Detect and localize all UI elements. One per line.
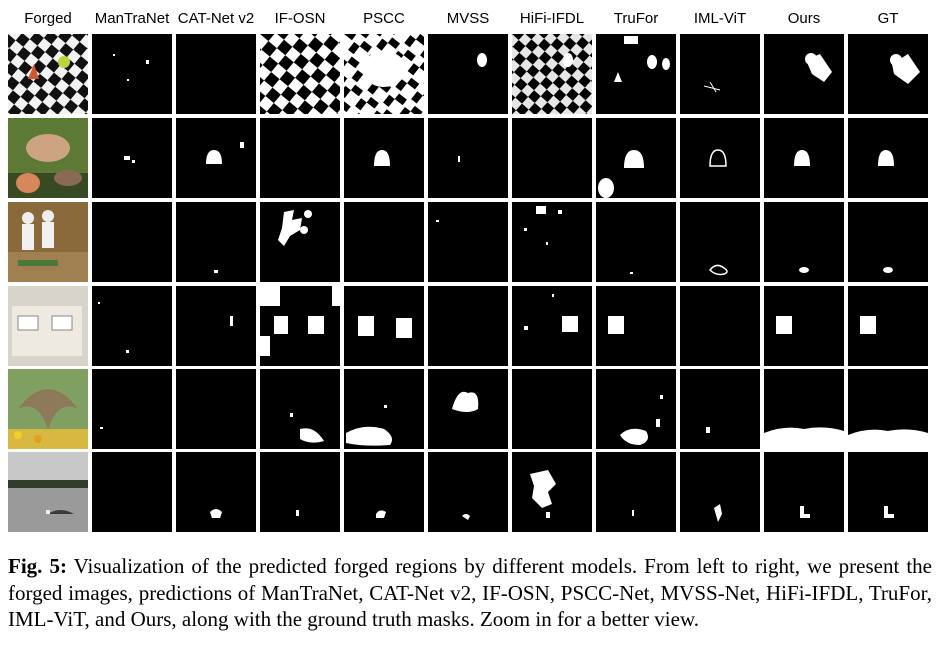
- mask-imlvit-1: [680, 34, 760, 114]
- mask-hifi-1: [512, 34, 592, 114]
- mask-mvss-5: [428, 369, 508, 449]
- col-header-pscc: PSCC: [363, 10, 405, 27]
- mask-trufor-4: [596, 286, 676, 366]
- mask-ifosn-1: [260, 34, 340, 114]
- mask-mvss-1: [428, 34, 508, 114]
- mask-catnet-6: [176, 452, 256, 532]
- forged-image-chefs: [8, 202, 88, 282]
- col-header-trufor: TruFor: [613, 10, 659, 27]
- mask-gt-3: [848, 202, 928, 282]
- mask-hifi-2: [512, 118, 592, 198]
- mask-imlvit-3: [680, 202, 760, 282]
- mask-mvss-4: [428, 286, 508, 366]
- mask-ours-1: [764, 34, 844, 114]
- mask-pscc-6: [344, 452, 424, 532]
- mask-mvss-6: [428, 452, 508, 532]
- mask-ours-5: [764, 369, 844, 449]
- col-header-mantranet: ManTraNet: [94, 10, 170, 27]
- mask-catnet-1: [176, 34, 256, 114]
- mask-pscc-1: [344, 34, 424, 114]
- mask-catnet-3: [176, 202, 256, 282]
- col-header-imlvit: IML-ViT: [693, 10, 747, 27]
- mask-pscc-4: [344, 286, 424, 366]
- mask-pscc-2: [344, 118, 424, 198]
- forged-image-photo-frame: [8, 286, 88, 366]
- mask-trufor-6: [596, 452, 676, 532]
- mask-imlvit-4: [680, 286, 760, 366]
- forged-image-lake: [8, 452, 88, 532]
- figure-caption-text: Visualization of the predicted forged re…: [8, 554, 933, 631]
- col-header-hifi: HiFi-IFDL: [519, 10, 585, 27]
- mask-catnet-2: [176, 118, 256, 198]
- mask-imlvit-2: [680, 118, 760, 198]
- mask-trufor-5: [596, 369, 676, 449]
- figure-caption: Fig. 5: Visualization of the predicted f…: [8, 553, 932, 633]
- mask-ours-3: [764, 202, 844, 282]
- mask-mantranet-3: [92, 202, 172, 282]
- forged-image-checkerboard: [8, 34, 88, 114]
- mask-hifi-5: [512, 369, 592, 449]
- mask-catnet-5: [176, 369, 256, 449]
- mask-imlvit-5: [680, 369, 760, 449]
- mask-pscc-5: [344, 369, 424, 449]
- mask-pscc-3: [344, 202, 424, 282]
- col-header-catnet: CAT-Net v2: [177, 10, 255, 27]
- col-header-forged: Forged: [24, 10, 72, 27]
- mask-hifi-4: [512, 286, 592, 366]
- mask-mantranet-4: [92, 286, 172, 366]
- mask-trufor-1: [596, 34, 676, 114]
- mask-trufor-3: [596, 202, 676, 282]
- mask-ours-2: [764, 118, 844, 198]
- forged-image-people-grass: [8, 118, 88, 198]
- mask-ifosn-2: [260, 118, 340, 198]
- mask-gt-5: [848, 369, 928, 449]
- mask-ifosn-4: [260, 286, 340, 366]
- mask-ours-6: [764, 452, 844, 532]
- mask-mvss-2: [428, 118, 508, 198]
- mask-gt-6: [848, 452, 928, 532]
- mask-ours-4: [764, 286, 844, 366]
- mask-mantranet-5: [92, 369, 172, 449]
- mask-ifosn-6: [260, 452, 340, 532]
- mask-trufor-2: [596, 118, 676, 198]
- mask-mantranet-2: [92, 118, 172, 198]
- forged-image-tree-flowers: [8, 369, 88, 449]
- col-header-mvss: MVSS: [446, 10, 490, 27]
- col-header-gt: GT: [877, 10, 899, 27]
- mask-gt-4: [848, 286, 928, 366]
- mask-gt-2: [848, 118, 928, 198]
- mask-hifi-3: [512, 202, 592, 282]
- mask-catnet-4: [176, 286, 256, 366]
- col-header-ours: Ours: [787, 10, 821, 27]
- mask-hifi-6: [512, 452, 592, 532]
- mask-mvss-3: [428, 202, 508, 282]
- mask-gt-1: [848, 34, 928, 114]
- mask-ifosn-3: [260, 202, 340, 282]
- figure-caption-label: Fig. 5:: [8, 554, 67, 578]
- mask-ifosn-5: [260, 369, 340, 449]
- col-header-ifosn: IF-OSN: [274, 10, 326, 27]
- mask-mantranet-1: [92, 34, 172, 114]
- mask-imlvit-6: [680, 452, 760, 532]
- mask-mantranet-6: [92, 452, 172, 532]
